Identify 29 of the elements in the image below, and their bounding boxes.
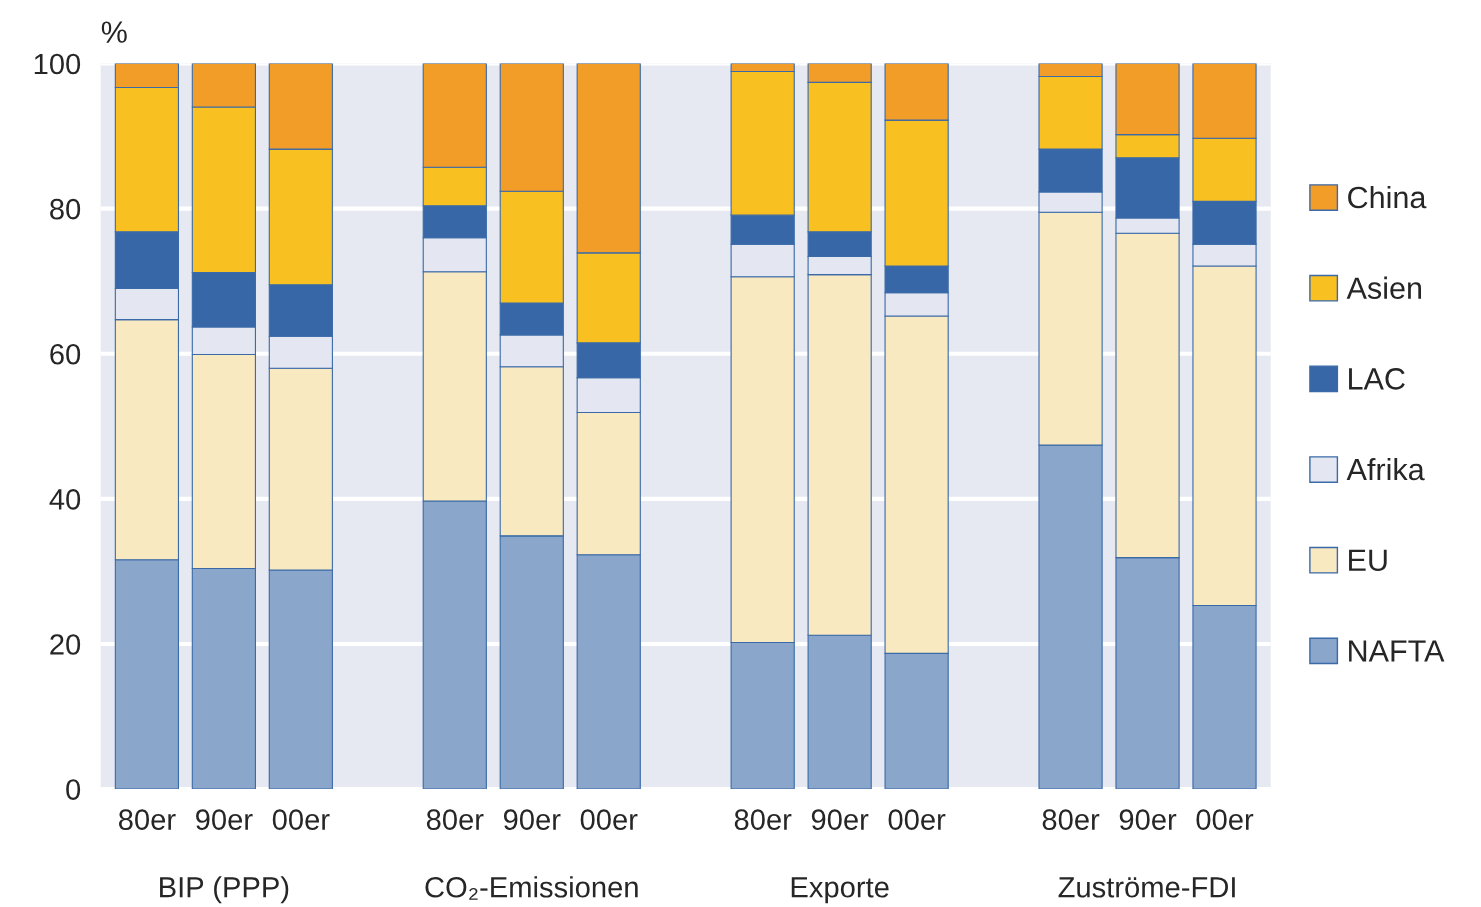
x-tick-label: 00er <box>888 809 946 830</box>
x-tick-label: 90er <box>196 809 253 830</box>
x-tick-label: 90er <box>503 809 561 830</box>
legend-label: Afrika <box>1346 457 1425 481</box>
text: CO₂-Emissionen <box>425 876 638 900</box>
x-tick-label: 90er <box>1119 809 1177 830</box>
x-tick-label: 80er <box>426 809 484 830</box>
x-tick-label: 80er <box>734 809 792 830</box>
legend-label: NAFTA <box>1349 640 1445 662</box>
legend-label: LAC <box>1349 368 1405 390</box>
y-tick-label: 80 <box>50 198 81 220</box>
y-tick-label: 20 <box>50 634 81 655</box>
y-tick-label: 100 <box>34 53 81 75</box>
x-tick-label: 00er <box>1196 809 1254 830</box>
legend-label: Asien <box>1346 276 1422 300</box>
text: BIP (PPP) <box>160 876 289 904</box>
x-tick-label: 80er <box>118 809 176 830</box>
text: Exporte <box>791 877 889 904</box>
y-tick-label: 60 <box>50 343 81 365</box>
text: Zuströme-FDI <box>1058 877 1235 898</box>
x-tick-label: 80er <box>1042 809 1100 830</box>
y-axis-title: % <box>101 21 127 43</box>
legend-label: EU <box>1349 549 1387 572</box>
legend-label: China <box>1348 185 1427 209</box>
y-tick-label: 40 <box>49 489 81 510</box>
x-tick-label: 00er <box>272 809 330 830</box>
y-tick-label: 0 <box>66 779 81 800</box>
x-tick-label: 00er <box>580 809 638 830</box>
x-tick-label: 90er <box>811 809 869 830</box>
